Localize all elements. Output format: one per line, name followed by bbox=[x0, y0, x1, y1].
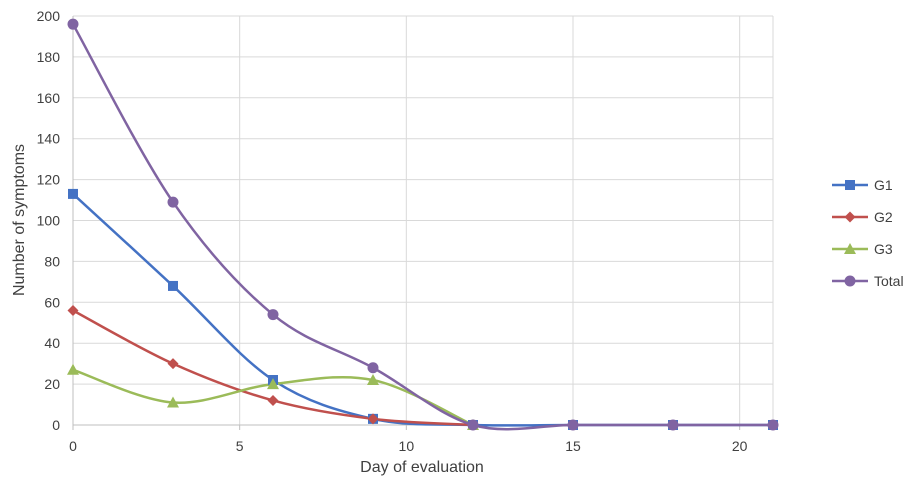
data-point-total bbox=[467, 419, 479, 431]
data-point-total bbox=[67, 18, 79, 30]
legend-marker-g1 bbox=[845, 180, 855, 190]
data-point-g3 bbox=[67, 363, 79, 375]
tick-labels: 0 20 40 60 80 100 120 140 160 180 200 0 5 10 15 20 bbox=[37, 8, 748, 454]
y-tick-label: 100 bbox=[37, 213, 61, 229]
y-tick-label: 140 bbox=[37, 131, 61, 147]
x-tick-label: 5 bbox=[236, 438, 244, 454]
series-markers bbox=[67, 18, 779, 431]
legend-marker-g2 bbox=[844, 211, 856, 223]
data-point-g3 bbox=[367, 374, 379, 386]
data-point-g2 bbox=[67, 304, 79, 316]
data-point-total bbox=[567, 419, 579, 431]
data-point-g2 bbox=[167, 358, 179, 370]
series-line-g2 bbox=[72, 309, 474, 427]
y-tick-label: 60 bbox=[44, 294, 60, 310]
y-tick-label: 180 bbox=[37, 49, 61, 65]
data-point-g3 bbox=[167, 396, 179, 408]
y-axis-title: Number of symptoms bbox=[11, 144, 28, 296]
y-tick-label: 0 bbox=[52, 417, 60, 433]
y-tick-label: 120 bbox=[37, 172, 61, 188]
x-tick-label: 0 bbox=[69, 438, 77, 454]
gridlines bbox=[73, 15, 774, 425]
x-tick-label: 10 bbox=[399, 438, 415, 454]
series-line-total bbox=[71, 23, 773, 431]
data-point-g2 bbox=[267, 394, 279, 406]
y-tick-label: 40 bbox=[44, 335, 60, 351]
y-tick-label: 160 bbox=[37, 90, 61, 106]
legend: G1 G2 G3 Total bbox=[832, 177, 904, 289]
legend-marker-total bbox=[844, 275, 856, 287]
data-point-total bbox=[267, 309, 279, 321]
y-tick-label: 200 bbox=[37, 8, 61, 24]
data-point-total bbox=[167, 196, 179, 208]
data-point-total bbox=[667, 419, 679, 431]
y-tick-label: 80 bbox=[44, 253, 60, 269]
legend-label-g1: G1 bbox=[874, 177, 893, 193]
series-lines bbox=[71, 23, 773, 431]
legend-marker-g3 bbox=[844, 243, 856, 254]
data-point-total bbox=[367, 362, 379, 374]
legend-label-g2: G2 bbox=[874, 209, 893, 225]
x-axis-title: Day of evaluation bbox=[360, 459, 484, 476]
axes bbox=[72, 16, 773, 430]
data-point-g2 bbox=[367, 413, 379, 425]
y-tick-label: 20 bbox=[44, 376, 60, 392]
legend-label-total: Total bbox=[874, 273, 904, 289]
data-point-g1 bbox=[168, 280, 178, 291]
data-point-total bbox=[767, 419, 779, 431]
x-tick-label: 20 bbox=[732, 438, 748, 454]
legend-label-g3: G3 bbox=[874, 241, 893, 257]
x-tick-label: 15 bbox=[565, 438, 581, 454]
data-point-g1 bbox=[68, 188, 78, 199]
data-point-g3 bbox=[267, 378, 279, 390]
series-line-g1 bbox=[72, 192, 773, 427]
